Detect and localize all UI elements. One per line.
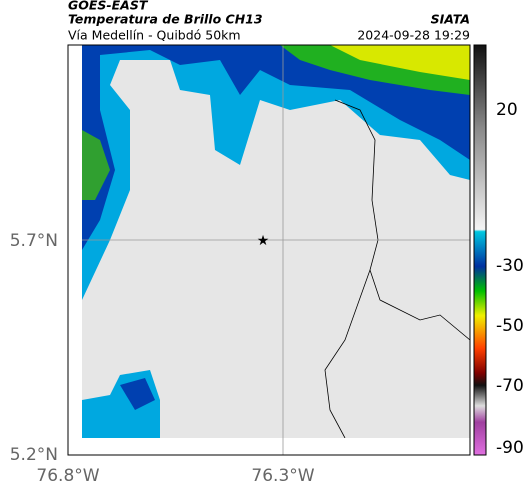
cloud-blue	[82, 45, 470, 250]
lon-label: 76.8°W	[36, 466, 99, 486]
colorbar	[473, 44, 487, 456]
organization: SIATA	[431, 12, 470, 27]
route: Vía Medellín - Quibdó 50km	[68, 28, 241, 43]
colorbar-tick-label: 20	[496, 100, 518, 120]
boundary	[334, 99, 470, 341]
boundary	[324, 269, 371, 438]
location-star: ★	[257, 233, 270, 249]
cloud-cyan	[82, 45, 470, 300]
cloud-yellow	[330, 45, 470, 80]
product: Temperatura de Brillo CH13	[68, 12, 263, 27]
map-frame	[67, 44, 471, 456]
map	[82, 45, 470, 438]
colorbar-tick-label: -90	[496, 438, 524, 458]
map-margin	[82, 438, 470, 455]
timestamp: 2024-09-28 19:29	[357, 28, 470, 43]
cloud-green-left	[82, 130, 110, 200]
lat-label: 5.7°N	[10, 231, 58, 251]
colorbar-tick-label: -70	[496, 376, 524, 396]
lon-label: 76.3°W	[251, 466, 314, 486]
colorbar-tick-label: -30	[496, 256, 524, 276]
lat-label: 5.2°N	[10, 445, 58, 465]
colorbar-tick-label: -50	[496, 316, 524, 336]
source: GOES-EAST	[68, 0, 149, 13]
cloud-blue-bottom	[120, 378, 155, 410]
